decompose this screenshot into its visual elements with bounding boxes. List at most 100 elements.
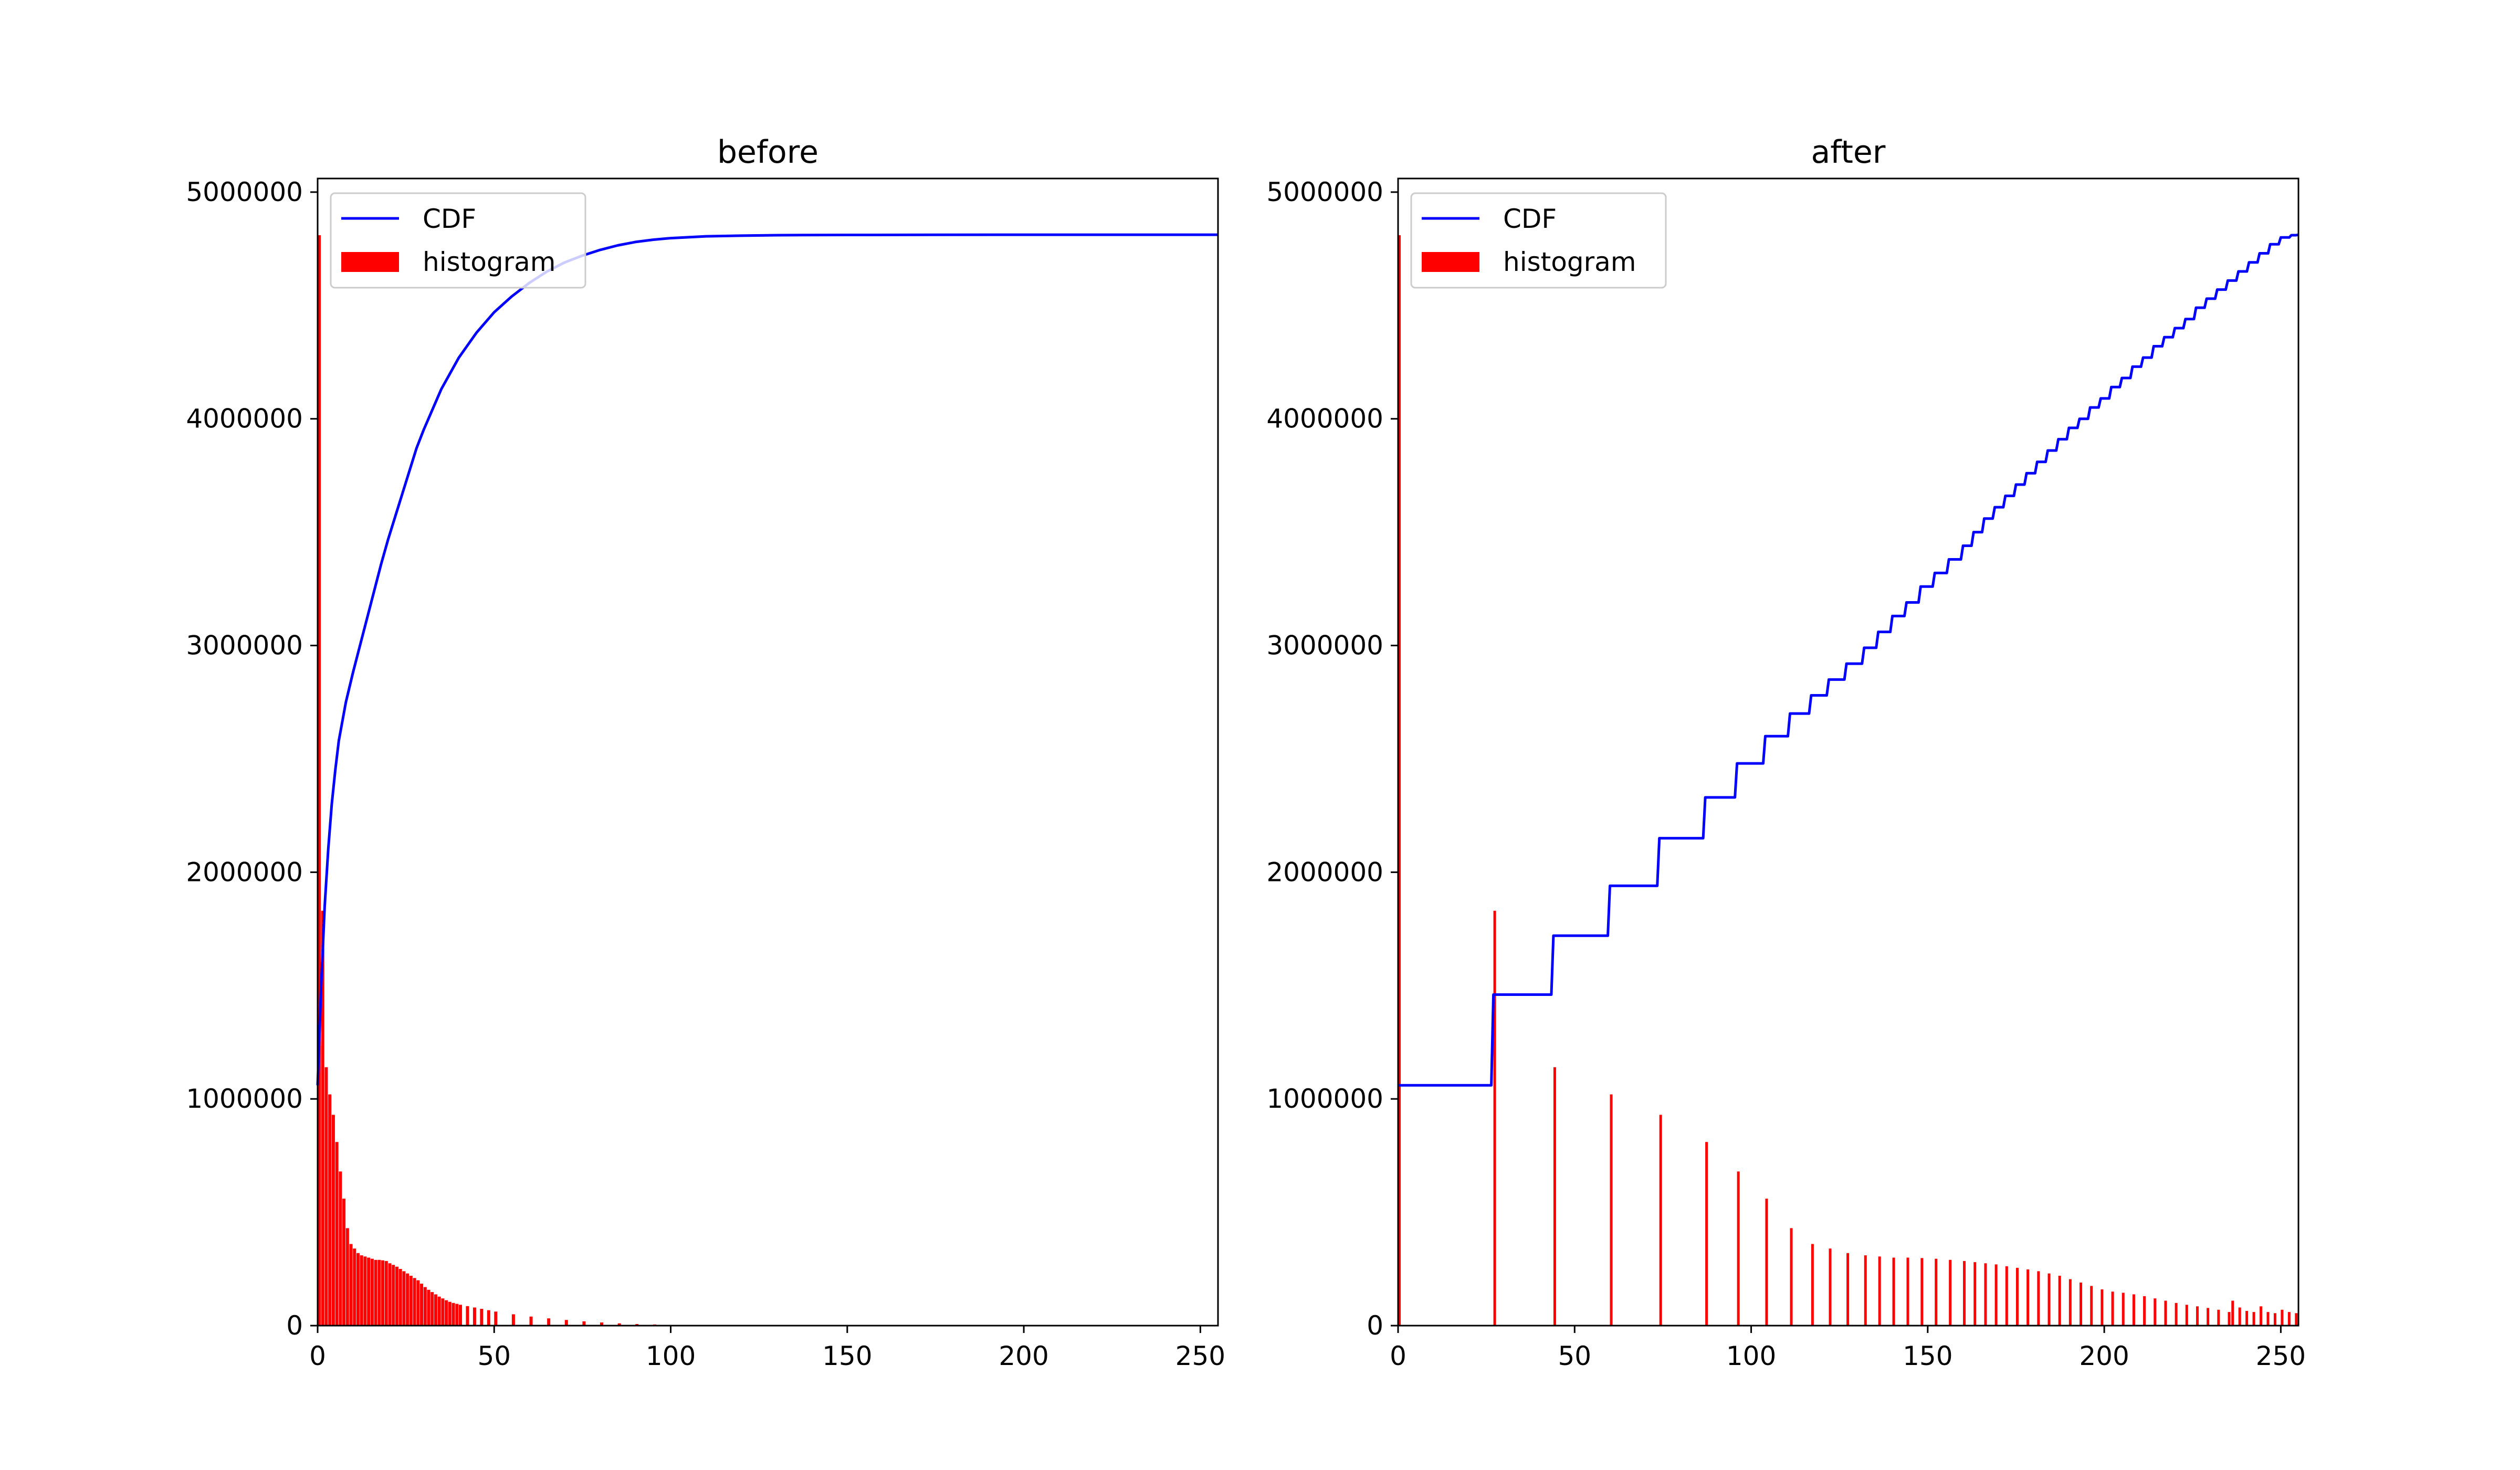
histogram-bar	[635, 1324, 639, 1326]
histogram-bar	[370, 1258, 374, 1326]
legend-histogram-swatch	[1422, 252, 1479, 272]
y-tick-label: 2000000	[186, 857, 303, 887]
histogram-bar	[1829, 1248, 1832, 1326]
histogram-bar	[398, 1269, 402, 1326]
axes-frame	[317, 177, 1219, 1327]
histogram-bar	[1846, 1253, 1850, 1326]
histogram-bar	[339, 1171, 342, 1326]
histogram-bar	[487, 1310, 490, 1326]
y-tick-label: 1000000	[186, 1084, 303, 1114]
x-tick-label: 100	[1726, 1341, 1776, 1371]
histogram-bar	[374, 1259, 377, 1326]
histogram-bar	[1920, 1258, 1924, 1326]
cdf-line	[316, 233, 1218, 1086]
histogram-bar	[2026, 1269, 2030, 1326]
histogram-bar	[349, 1244, 353, 1326]
histogram-bar	[2080, 1282, 2083, 1326]
histogram-bar	[2090, 1286, 2093, 1326]
histogram-bar	[2238, 1307, 2241, 1326]
histogram-bar	[1949, 1259, 1952, 1326]
histogram-bar	[423, 1287, 427, 1326]
histogram-bar	[1935, 1258, 1938, 1326]
histogram-bar	[328, 1094, 332, 1326]
y-tick-label: 5000000	[186, 177, 303, 207]
histogram-bar	[392, 1265, 395, 1326]
cdf-line	[1398, 233, 2299, 1087]
y-tick-label: 4000000	[1266, 404, 1383, 434]
histogram-bar	[2217, 1309, 2220, 1326]
histogram-bar	[441, 1298, 445, 1326]
histogram-bar	[2101, 1289, 2104, 1326]
histogram-bar	[1790, 1228, 1793, 1326]
histogram-bar	[1811, 1244, 1814, 1326]
legend-cdf-label: CDF	[423, 204, 476, 234]
histogram-bar	[2132, 1294, 2135, 1326]
y-tick-label: 2000000	[1266, 857, 1383, 887]
x-tick-label: 250	[2256, 1341, 2306, 1371]
histogram-bar	[1994, 1264, 1998, 1326]
histogram-bar	[1878, 1256, 1881, 1326]
histogram-bar	[1963, 1261, 1966, 1326]
histogram-bar	[1892, 1257, 1895, 1326]
legend-histogram-swatch	[341, 252, 399, 272]
histogram-bar	[494, 1311, 498, 1326]
x-tick-label: 150	[1903, 1341, 1952, 1371]
x-tick-label: 0	[309, 1341, 326, 1371]
histogram-bar	[367, 1257, 371, 1326]
histogram-bar	[356, 1253, 360, 1326]
histogram-bar	[413, 1278, 416, 1326]
histogram-bar	[2228, 1312, 2231, 1326]
histogram-bar	[430, 1292, 434, 1326]
histogram-bars	[1398, 235, 2298, 1326]
y-tick-label: 1000000	[1266, 1084, 1383, 1114]
histogram-bar	[381, 1260, 385, 1326]
histogram-bar	[434, 1294, 437, 1326]
histogram-bar	[335, 1142, 339, 1326]
histogram-bar	[360, 1255, 363, 1326]
histogram-bars	[318, 235, 745, 1326]
histogram-bar	[2295, 1313, 2298, 1326]
histogram-bar	[529, 1316, 533, 1326]
histogram-bar	[342, 1199, 346, 1326]
histogram-bar	[324, 1067, 328, 1326]
histogram-bar	[2207, 1308, 2210, 1326]
histogram-bar	[2015, 1267, 2019, 1326]
x-tick-label: 200	[999, 1341, 1048, 1371]
histogram-bar	[345, 1228, 349, 1326]
histogram-bar	[2068, 1279, 2072, 1326]
histogram-bar	[2245, 1310, 2249, 1326]
histogram-bar	[1984, 1263, 1987, 1326]
histogram-bar	[1864, 1255, 1867, 1326]
histogram-bar	[459, 1305, 463, 1326]
legend-cdf-label: CDF	[1503, 204, 1557, 234]
histogram-bar	[1737, 1171, 1740, 1326]
histogram-bar	[395, 1266, 398, 1326]
histogram-bar	[2005, 1266, 2008, 1326]
histogram-bar	[1659, 1115, 1662, 1326]
legend-histogram-label: histogram	[423, 247, 555, 277]
histogram-bar	[2048, 1273, 2051, 1326]
x-tick-label: 50	[1558, 1341, 1591, 1371]
x-tick-label: 250	[1175, 1341, 1225, 1371]
x-tick-label: 150	[822, 1341, 872, 1371]
histogram-bar	[2154, 1298, 2157, 1326]
histogram-bar	[455, 1304, 459, 1326]
histogram-bar	[420, 1284, 424, 1326]
histogram-bar	[564, 1320, 568, 1326]
histogram-bar	[437, 1296, 441, 1326]
axes-frame	[1397, 177, 2300, 1327]
x-tick-label: 200	[2079, 1341, 2129, 1371]
histogram-bar	[2231, 1300, 2234, 1326]
histogram-bar	[452, 1303, 455, 1326]
histogram-bar	[1398, 235, 1401, 1326]
histogram-bar	[384, 1261, 388, 1326]
histogram-bar	[2196, 1306, 2199, 1326]
histogram-bar	[1553, 1067, 1556, 1326]
y-tick-label: 3000000	[1266, 631, 1383, 661]
y-tick-label: 4000000	[186, 404, 303, 434]
histogram-bar	[353, 1248, 356, 1326]
histogram-bar	[321, 910, 324, 1326]
histogram-bar	[2287, 1312, 2291, 1326]
before-panel: 0 50 100 150 200 250 0 1000000 2000000 3000000 400…	[186, 134, 1225, 1371]
